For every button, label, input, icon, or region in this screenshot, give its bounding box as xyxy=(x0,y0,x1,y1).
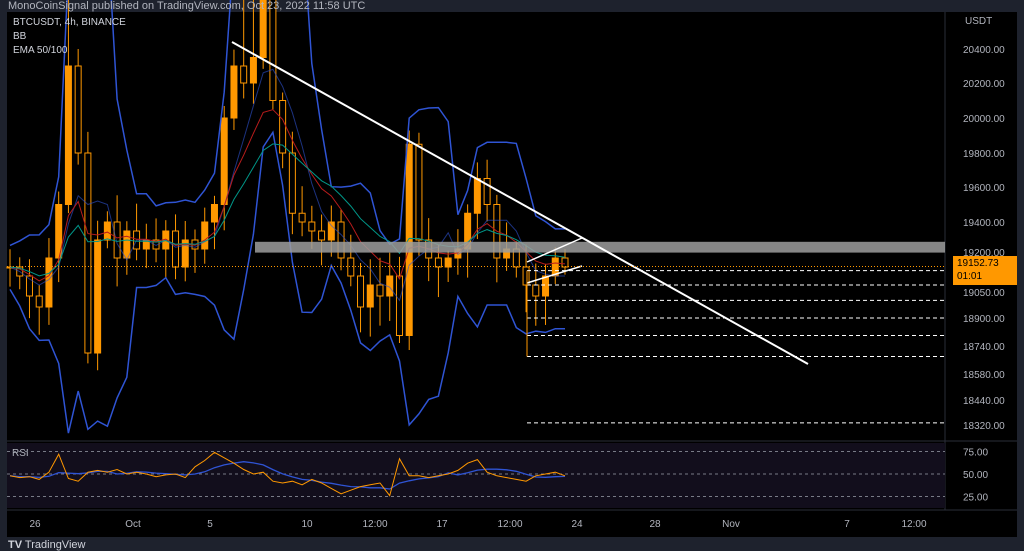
price-tick: 19200.00 xyxy=(963,248,1005,259)
candle-body xyxy=(434,257,442,268)
candle-body xyxy=(347,257,355,277)
time-tick: 10 xyxy=(301,519,313,530)
price-tick: 18740.00 xyxy=(963,342,1005,353)
rsi-pane xyxy=(7,443,945,508)
candle-body xyxy=(210,204,218,223)
rsi-tick: 75.00 xyxy=(963,448,988,459)
price-tick: 18440.00 xyxy=(963,396,1005,407)
price-tick: 18580.00 xyxy=(963,370,1005,381)
bb-upper xyxy=(9,0,565,247)
price-tick: 20400.00 xyxy=(963,45,1005,56)
currency-label: USDT xyxy=(965,16,992,27)
tradingview-logo[interactable]: TV TradingView xyxy=(8,539,86,551)
price-tick: 18320.00 xyxy=(963,421,1005,432)
time-tick: 7 xyxy=(844,519,850,530)
candle-body xyxy=(74,65,82,154)
candle-body xyxy=(298,212,306,223)
candle-body xyxy=(230,65,238,119)
price-tick: 20000.00 xyxy=(963,114,1005,125)
time-tick: Oct xyxy=(125,519,141,530)
candle-body xyxy=(308,221,316,232)
last-price-badge: 19152.73 01:01 xyxy=(953,256,1017,285)
candle-body xyxy=(249,57,257,84)
candle-body xyxy=(84,152,92,354)
triangle-lower xyxy=(526,265,583,284)
time-tick: Nov xyxy=(722,519,740,530)
candle-body xyxy=(220,117,228,205)
candle-body xyxy=(473,178,481,214)
candle-body xyxy=(444,257,452,268)
price-tick: 19050.00 xyxy=(963,288,1005,299)
candle-body xyxy=(181,239,189,268)
bb-indicator-label[interactable]: BB xyxy=(13,31,27,42)
bb-basis xyxy=(9,68,565,302)
rsi-line xyxy=(9,451,566,497)
candle-body xyxy=(201,221,209,250)
candle-body xyxy=(405,143,413,336)
price-tick: 19400.00 xyxy=(963,218,1005,229)
time-tick: 12:00 xyxy=(362,519,387,530)
candle-body xyxy=(395,275,403,336)
price-tick: 18900.00 xyxy=(963,314,1005,325)
candle-body xyxy=(94,239,102,354)
descending-trendline xyxy=(231,41,809,365)
last-price: 19152.73 xyxy=(957,258,999,269)
triangle-upper xyxy=(526,237,583,263)
candle-body xyxy=(337,221,345,259)
time-tick: 12:00 xyxy=(901,519,926,530)
rsi-label: RSI xyxy=(12,448,29,459)
candle-body xyxy=(259,0,267,58)
ema-indicator-label[interactable]: EMA 50/100 xyxy=(13,45,68,56)
time-tick: 12:00 xyxy=(497,519,522,530)
candle-body xyxy=(483,178,491,205)
time-tick: 26 xyxy=(29,519,41,530)
candle-body xyxy=(45,257,53,308)
price-tick: 20200.00 xyxy=(963,79,1005,90)
rsi-tick: 25.00 xyxy=(963,493,988,504)
candle-body xyxy=(25,275,33,297)
ema-50 xyxy=(9,109,566,282)
bar-countdown: 01:01 xyxy=(957,271,983,282)
candle-body xyxy=(113,221,121,259)
price-tick: 19800.00 xyxy=(963,149,1005,160)
candle-body xyxy=(542,275,550,297)
ema-100 xyxy=(9,143,566,277)
rsi-tick: 50.00 xyxy=(963,470,988,481)
brand-label: TradingView xyxy=(24,539,86,551)
price-tick: 19600.00 xyxy=(963,183,1005,194)
candle-body xyxy=(327,221,335,241)
candle-body xyxy=(123,230,131,259)
candle-body xyxy=(172,230,180,268)
time-tick: 5 xyxy=(207,519,213,530)
symbol-label[interactable]: BTCUSDT, 4h, BINANCE xyxy=(13,17,126,28)
candle-body xyxy=(103,221,111,241)
candle-body xyxy=(152,239,160,250)
bb-lower xyxy=(9,130,565,434)
candle-body xyxy=(318,230,326,241)
candle-body xyxy=(269,0,277,101)
candle-body xyxy=(35,295,43,308)
time-tick: 28 xyxy=(649,519,661,530)
candle-body xyxy=(288,152,296,214)
candle-body xyxy=(240,65,248,84)
time-tick: 17 xyxy=(436,519,448,530)
candle-body xyxy=(415,143,423,241)
candle-body xyxy=(532,284,540,297)
candle-body xyxy=(64,65,72,205)
candle-body xyxy=(357,275,365,308)
time-tick: 24 xyxy=(571,519,583,530)
candle-body xyxy=(561,257,569,268)
chart-legend: BTCUSDT, 4h, BINANCE BB EMA 50/100 xyxy=(13,16,126,58)
publish-info: MonoCoinSignal published on TradingView.… xyxy=(8,0,366,12)
candle-body xyxy=(366,284,374,308)
candle-body xyxy=(376,284,384,297)
